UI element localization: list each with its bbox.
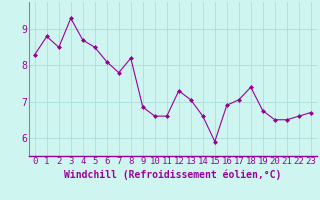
X-axis label: Windchill (Refroidissement éolien,°C): Windchill (Refroidissement éolien,°C) [64, 169, 282, 180]
